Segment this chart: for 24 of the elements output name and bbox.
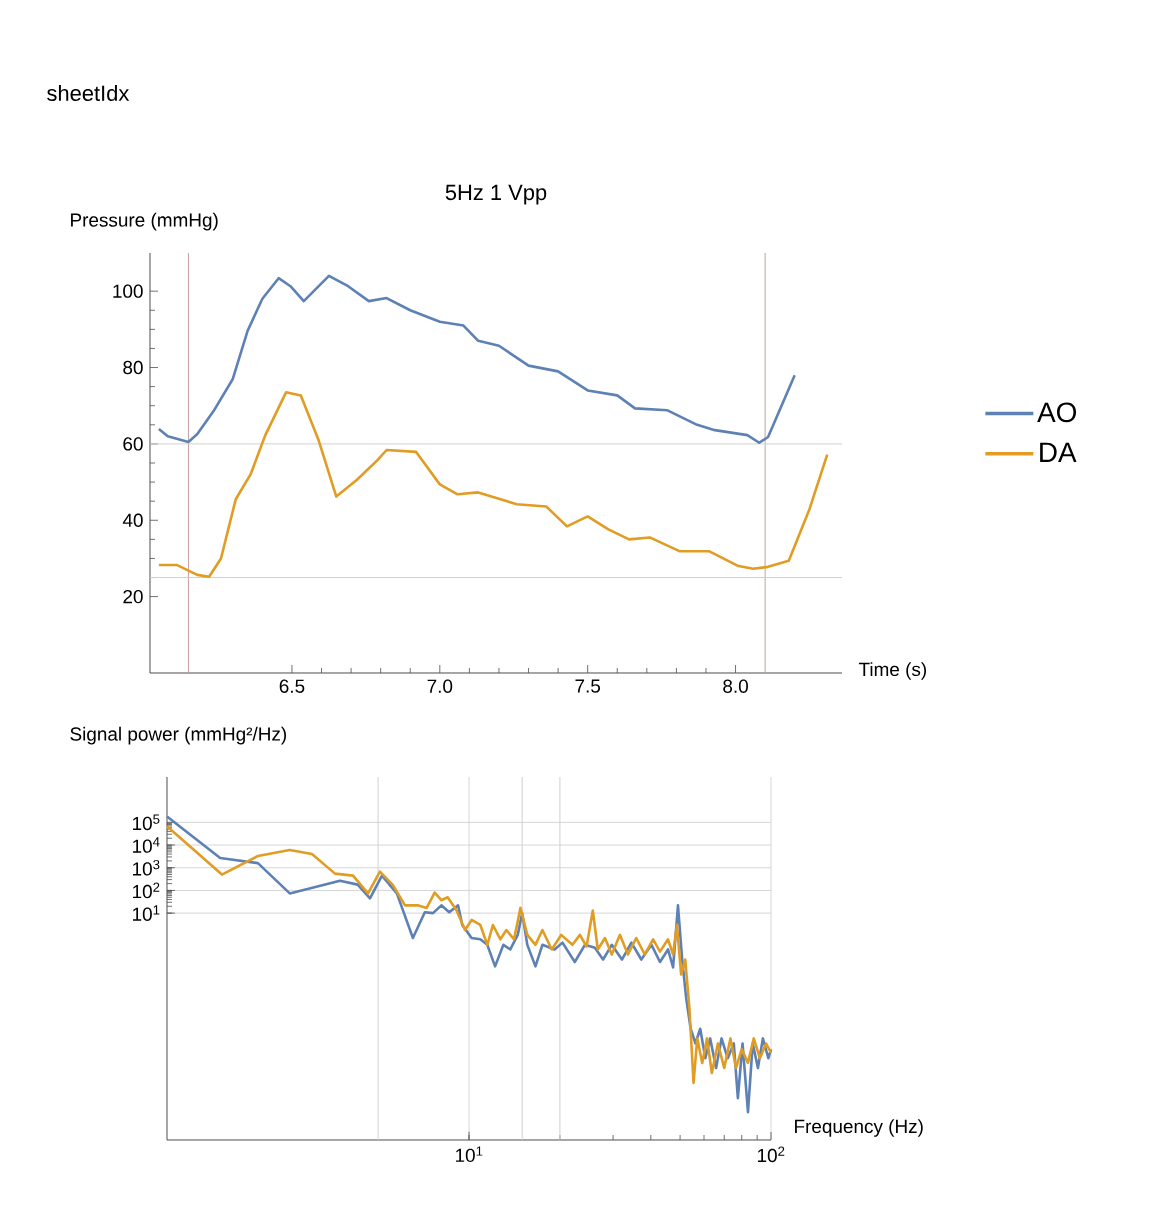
x-tick-label: 8.0 <box>723 679 748 693</box>
y-tick-label: 10$^{1}$ <box>133 905 160 921</box>
x-tick-label: 7.0 <box>427 679 453 693</box>
x-tick-label: 6.5 <box>279 679 305 693</box>
y-tick-label: 10$^{4}$ <box>133 837 160 853</box>
y-tick-label: 60 <box>123 437 143 451</box>
chart-title: 5Hz 1 Vpp <box>445 184 547 205</box>
x-tick-label: 7.5 <box>575 679 601 693</box>
y-axis-title: Pressure (mmHg) <box>71 212 218 231</box>
text: sheetIdx <box>47 84 130 102</box>
legend-label: DA <box>1040 442 1077 462</box>
line-series <box>157 274 796 445</box>
legend-label: AO <box>1037 402 1077 423</box>
y-tick-label: 20 <box>123 589 143 604</box>
x-axis-title: Time (s) <box>858 662 927 680</box>
y-tick-label: 40 <box>122 513 143 527</box>
x-axis-title: Frequency (Hz) <box>795 1119 923 1137</box>
y-tick-label: 80 <box>123 360 143 375</box>
line-series <box>157 391 829 579</box>
y-tick-label: 10$^{2}$ <box>133 882 160 899</box>
y-tick-label: 10$^{3}$ <box>133 859 160 876</box>
y-tick-label: 10$^{5}$ <box>133 814 160 831</box>
y-tick-label: 100 <box>113 284 143 298</box>
y-axis-title: Signal power (mmHg²/Hz) <box>70 726 287 745</box>
